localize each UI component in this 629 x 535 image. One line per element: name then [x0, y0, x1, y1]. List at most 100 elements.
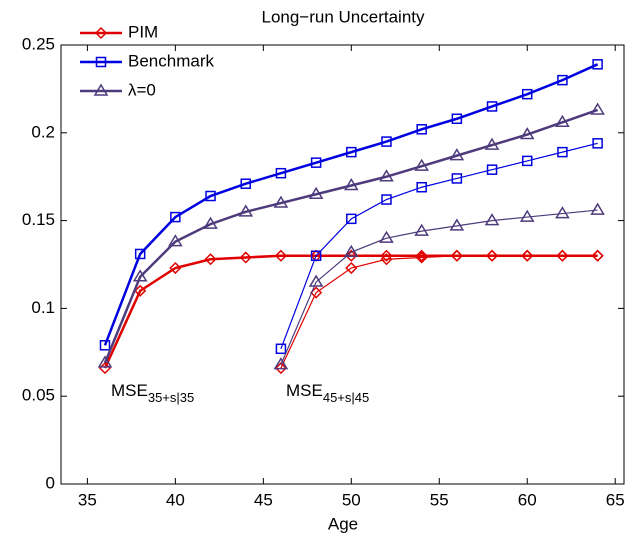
data-point [521, 88, 533, 100]
data-point [556, 249, 569, 262]
legend-marker [93, 83, 109, 96]
data-point [168, 234, 183, 247]
data-point [274, 249, 287, 262]
legend-marker [94, 26, 108, 40]
data-point [557, 74, 568, 86]
data-point [557, 146, 568, 158]
data-point [415, 251, 428, 264]
data-point [275, 343, 287, 355]
data-point [590, 202, 605, 215]
data-point [97, 355, 113, 368]
data-point [203, 216, 218, 229]
data-point [486, 101, 498, 112]
data-point [484, 137, 500, 150]
annotation: MSE35+s|35 [111, 381, 194, 405]
y-tick-label: 0.1 [31, 298, 55, 317]
axes-box [60, 44, 625, 485]
data-point [169, 261, 182, 275]
data-point [134, 248, 146, 260]
data-point [485, 249, 499, 262]
data-point [521, 155, 533, 167]
data-point [521, 249, 534, 262]
series-line [280, 255, 598, 369]
y-tick-label: 0.15 [22, 210, 55, 229]
data-point [379, 169, 394, 182]
data-point [592, 59, 603, 70]
data-point [238, 204, 254, 217]
data-point [310, 157, 322, 168]
data-point [414, 158, 429, 171]
data-point [239, 251, 252, 264]
legend-label: Benchmark [128, 51, 214, 70]
data-point [451, 173, 463, 184]
data-point [519, 209, 535, 222]
data-point [345, 249, 358, 262]
data-point [132, 269, 148, 282]
data-point [204, 253, 217, 266]
data-point [451, 113, 463, 125]
data-point [484, 213, 500, 226]
data-point [416, 181, 427, 193]
data-point [343, 244, 359, 257]
data-point [379, 230, 394, 243]
data-point [592, 138, 603, 149]
x-axis-label: Age [328, 514, 358, 533]
series-line [103, 108, 599, 364]
data-point [308, 274, 324, 287]
data-point [310, 250, 322, 261]
data-point [381, 194, 392, 205]
x-tick-label: 40 [166, 490, 185, 509]
data-point [275, 167, 287, 179]
x-tick-label: 50 [342, 490, 361, 509]
data-point [308, 186, 324, 200]
y-tick-label: 0.25 [22, 34, 55, 53]
legend-label: PIM [128, 22, 158, 41]
data-point [415, 249, 428, 262]
series-line [280, 209, 598, 365]
data-point [449, 218, 465, 231]
annotation-text: MSE [286, 381, 323, 400]
data-point [380, 249, 393, 262]
data-point [519, 127, 535, 140]
data-point [170, 211, 181, 223]
data-point [450, 249, 463, 262]
data-point [380, 253, 393, 266]
x-tick-label: 35 [78, 490, 97, 509]
data-point [346, 146, 357, 158]
data-point [99, 340, 111, 351]
legend-marker [95, 56, 107, 68]
data-point [591, 249, 604, 262]
data-point [274, 362, 287, 375]
annotation-subscript: 35+s|35 [148, 390, 194, 405]
data-point [273, 195, 289, 208]
x-tick-label: 55 [430, 490, 449, 509]
data-point [590, 102, 605, 115]
data-point [343, 178, 359, 191]
y-tick-label: 0.2 [31, 122, 55, 141]
x-tick-label: 45 [254, 490, 273, 509]
data-point [205, 190, 216, 202]
chart-title: Long−run Uncertainty [261, 7, 425, 26]
data-point [381, 136, 392, 147]
data-point [346, 213, 357, 225]
y-tick-label: 0 [46, 473, 55, 492]
annotation-subscript: 45+s|45 [323, 390, 369, 405]
annotation: MSE45+s|45 [286, 381, 369, 405]
data-point [486, 164, 498, 175]
x-tick-label: 65 [606, 490, 625, 509]
series-line [280, 142, 598, 350]
series-line [103, 63, 599, 346]
data-point [414, 223, 429, 236]
data-point [273, 357, 289, 370]
data-point [345, 261, 358, 275]
x-tick-label: 60 [518, 490, 537, 509]
data-point [240, 178, 251, 189]
data-point [555, 206, 570, 219]
y-tick-label: 0.05 [22, 386, 55, 405]
legend-label: λ=0 [128, 80, 156, 99]
annotation-text: MSE [111, 381, 148, 400]
data-point [555, 114, 570, 128]
data-point [134, 284, 147, 297]
